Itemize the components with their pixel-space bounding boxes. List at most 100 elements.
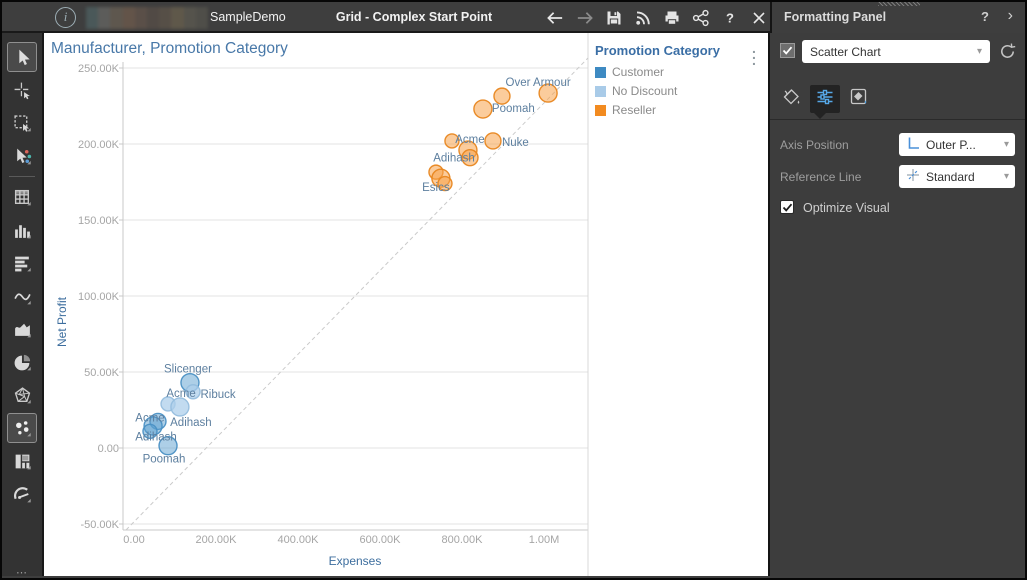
axis-position-dropdown[interactable]: Outer P... ▾ xyxy=(899,133,1015,156)
axis-position-label: Axis Position xyxy=(780,138,849,152)
legend-label: No Discount xyxy=(612,84,678,98)
scatter-point-reseller[interactable] xyxy=(538,83,558,103)
tool-pointer-tool[interactable] xyxy=(7,42,37,72)
tool-radar-chart[interactable] xyxy=(7,380,37,410)
point-label: Adihash xyxy=(170,417,212,429)
back-icon[interactable] xyxy=(546,8,565,27)
censor-block xyxy=(171,7,184,29)
share-icon[interactable] xyxy=(691,8,710,27)
print-icon[interactable] xyxy=(662,8,681,27)
feed-icon[interactable] xyxy=(633,8,652,27)
panel-help-icon[interactable]: ? xyxy=(981,9,989,24)
help-icon[interactable]: ? xyxy=(720,8,739,27)
legend-item-reseller[interactable]: Reseller xyxy=(595,103,763,117)
grid-chart-icon xyxy=(13,188,32,207)
style-tab-icon xyxy=(781,87,801,112)
chart-type-toolbar: ⋯ xyxy=(2,33,44,579)
panel-collapse-icon[interactable]: › xyxy=(1007,7,1013,24)
bar-chart-icon xyxy=(13,254,32,273)
scatter-point-customer[interactable] xyxy=(158,436,178,456)
censored-workspace-path xyxy=(86,7,208,29)
panel-resize-handle[interactable] xyxy=(878,2,920,6)
scatter-chart-icon xyxy=(13,419,32,438)
legend-label: Reseller xyxy=(612,103,657,117)
column-chart-icon xyxy=(13,221,32,240)
point-label: Over Armour xyxy=(506,77,571,89)
scatter-point-no-discount[interactable] xyxy=(170,397,190,417)
point-label: Nuke xyxy=(502,137,529,149)
scatter-point-reseller[interactable] xyxy=(493,87,511,105)
document-title: Grid - Complex Start Point xyxy=(335,10,493,24)
coloring-tab[interactable] xyxy=(844,85,874,113)
reset-formatting-button[interactable] xyxy=(998,42,1017,61)
info-icon[interactable]: i xyxy=(55,7,76,28)
y-tick-label: 100.00K xyxy=(78,291,120,303)
tool-grid-chart[interactable] xyxy=(7,182,37,212)
legend-item-no-discount[interactable]: No Discount xyxy=(595,84,763,98)
options-tab[interactable] xyxy=(810,85,840,113)
scatter-point-reseller[interactable] xyxy=(484,132,502,150)
legend-label: Customer xyxy=(612,65,665,79)
legend-title: Promotion Category xyxy=(595,43,720,58)
tool-multi-select-tool[interactable] xyxy=(7,141,37,171)
censor-block xyxy=(122,7,135,29)
workspace-name: SampleDemo xyxy=(210,10,286,24)
scatter-point-reseller[interactable] xyxy=(473,99,493,119)
scatter-plot: 250.00K 200.00K 150.00K 100.00K 50.00K 0.00 -5… xyxy=(78,33,589,576)
tool-gauge-chart[interactable] xyxy=(7,479,37,509)
chevron-down-icon: ▾ xyxy=(1003,171,1009,182)
scatter-chart-card[interactable]: 250.00K 200.00K 150.00K 100.00K 50.00K 0.00 -5… xyxy=(44,33,768,576)
x-tick-label: 600.00K xyxy=(360,534,402,546)
tool-column-chart[interactable] xyxy=(7,215,37,245)
point-label: Esics xyxy=(422,182,450,194)
censor-block xyxy=(110,7,123,29)
tool-treemap-chart[interactable] xyxy=(7,446,37,476)
save-icon[interactable] xyxy=(604,8,623,27)
censor-block xyxy=(147,7,160,29)
chart-type-dropdown[interactable]: Scatter Chart ▾ xyxy=(802,40,990,63)
style-tab[interactable] xyxy=(776,85,806,113)
forward-icon[interactable] xyxy=(575,8,594,27)
tool-bar-chart[interactable] xyxy=(7,248,37,278)
y-tick-label: -50.00K xyxy=(80,519,119,531)
y-tick-label: 200.00K xyxy=(78,139,120,151)
point-label: Poomah xyxy=(492,103,535,115)
tool-rectangle-select-tool[interactable] xyxy=(7,108,37,138)
chart-type-checkbox[interactable] xyxy=(780,43,795,58)
panel-divider xyxy=(768,33,770,576)
selected-tab-notch xyxy=(814,113,826,119)
x-tick-label: 800.00K xyxy=(442,534,484,546)
y-tick-label: 0.00 xyxy=(98,443,119,455)
scatter-point-reseller[interactable] xyxy=(444,133,460,149)
tool-pie-chart[interactable] xyxy=(7,347,37,377)
tool-area-chart[interactable] xyxy=(7,314,37,344)
toolbar-overflow-icon[interactable]: ⋯ xyxy=(16,567,28,579)
close-icon[interactable] xyxy=(749,8,768,27)
point-label: Ribuck xyxy=(200,389,235,401)
axis-position-icon xyxy=(905,135,921,154)
scatter-point-reseller[interactable] xyxy=(437,175,453,192)
pie-chart-icon xyxy=(13,353,32,372)
point-label: Adihash xyxy=(135,431,177,443)
x-tick-label: 400.00K xyxy=(278,534,320,546)
legend-item-customer[interactable]: Customer xyxy=(595,65,763,79)
scatter-point-customer[interactable] xyxy=(142,423,158,439)
toolbar-divider xyxy=(9,176,35,177)
tool-scatter-chart[interactable] xyxy=(7,413,37,443)
reference-line-dropdown[interactable]: Standard ▾ xyxy=(899,165,1015,188)
titlebar: i SampleDemo Grid - Complex Start Point … xyxy=(2,2,1025,33)
reference-line-value: Standard xyxy=(926,169,975,184)
optimize-visual-checkbox[interactable] xyxy=(780,200,794,214)
tool-line-chart[interactable] xyxy=(7,281,37,311)
gauge-chart-icon xyxy=(13,485,32,504)
legend-options-menu-icon[interactable]: ... xyxy=(752,40,756,68)
censor-block xyxy=(134,7,148,29)
scatter-point-reseller[interactable] xyxy=(461,148,479,167)
point-label: Slicenger xyxy=(164,364,212,376)
treemap-chart-icon xyxy=(13,452,32,471)
point-label: Acme xyxy=(166,388,195,400)
scatter-point-no-discount[interactable] xyxy=(185,384,201,400)
chevron-down-icon: ▾ xyxy=(1003,139,1009,150)
formatting-panel-title: Formatting Panel xyxy=(784,10,887,24)
tool-crosshair-pointer-tool[interactable] xyxy=(7,75,37,105)
